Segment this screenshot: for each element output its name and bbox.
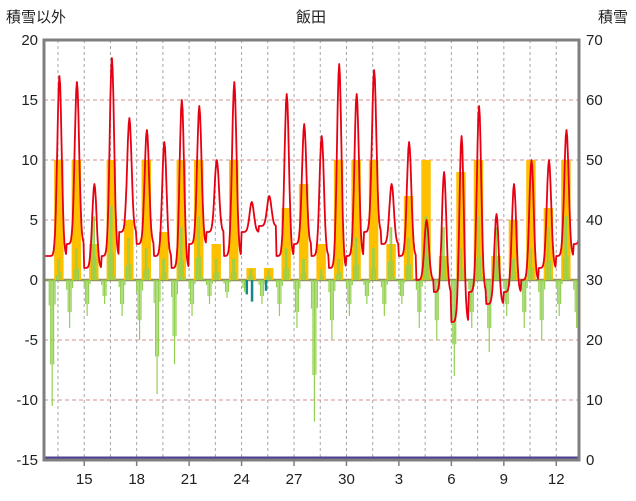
x-tick-label: 6 — [447, 471, 455, 488]
right-tick-label: 50 — [586, 152, 603, 169]
x-tick-label: 12 — [548, 471, 565, 488]
left-tick-label: 20 — [21, 32, 38, 49]
right-tick-label: 0 — [586, 452, 594, 469]
x-tick-label: 18 — [128, 471, 145, 488]
x-tick-label: 15 — [76, 471, 93, 488]
right-axis-title: 積雪 — [598, 9, 628, 26]
left-tick-label: 5 — [30, 212, 38, 229]
chart-title: 飯田 — [296, 9, 326, 26]
left-tick-label: 0 — [30, 272, 38, 289]
right-axis-labels: 70 60 50 40 30 20 10 0 — [586, 32, 603, 469]
x-tick-label: 30 — [338, 471, 355, 488]
right-tick-label: 30 — [586, 272, 603, 289]
teal-bars — [245, 280, 268, 302]
left-tick-label: 15 — [21, 92, 38, 109]
x-axis-labels: 15 18 21 24 27 30 3 6 9 12 — [76, 460, 565, 488]
left-tick-label: -15 — [16, 452, 38, 469]
chart-plot-area: 15 18 21 24 27 30 3 6 9 1220151050-5-10-157060504… — [16, 32, 602, 488]
horizontal-gridlines — [44, 99, 579, 401]
x-tick-label: 27 — [286, 471, 303, 488]
left-axis-title: 積雪以外 — [6, 9, 66, 26]
right-tick-label: 20 — [586, 332, 603, 349]
left-tick-label: 10 — [21, 152, 38, 169]
right-tick-label: 10 — [586, 392, 603, 409]
plot-frame — [42, 38, 581, 462]
left-tick-label: -5 — [25, 332, 38, 349]
left-axis-labels: 20 15 10 5 0 -5 -10 -15 — [16, 32, 38, 469]
right-tick-label: 40 — [586, 212, 603, 229]
x-tick-label: 24 — [233, 471, 250, 488]
temperature-line — [44, 57, 579, 323]
right-tick-label: 60 — [586, 92, 603, 109]
left-tick-label: -10 — [16, 392, 38, 409]
right-tick-label: 70 — [586, 32, 603, 49]
x-tick-label: 21 — [181, 471, 198, 488]
x-tick-label: 9 — [500, 471, 508, 488]
x-tick-label: 3 — [395, 471, 403, 488]
